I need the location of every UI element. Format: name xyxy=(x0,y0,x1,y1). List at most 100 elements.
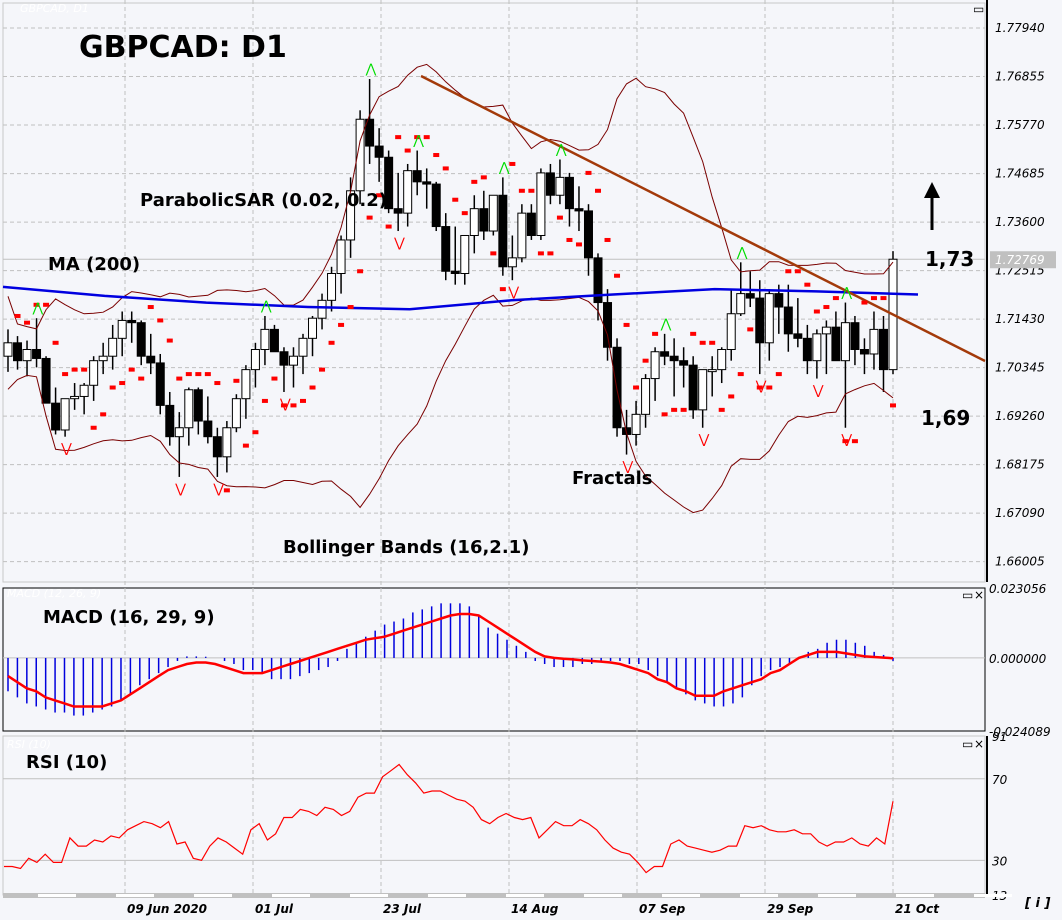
candle-body[interactable] xyxy=(384,156,394,210)
candle-body[interactable] xyxy=(422,181,432,185)
resistance-trendline[interactable] xyxy=(420,74,986,363)
candle-body[interactable] xyxy=(336,239,346,274)
candle-body[interactable] xyxy=(212,436,222,458)
macd-pane-maximize-button[interactable]: ▭ xyxy=(962,588,974,602)
candle-body[interactable] xyxy=(155,362,165,406)
candle-body[interactable] xyxy=(460,234,470,274)
candle-body[interactable] xyxy=(641,378,651,415)
candle-body[interactable] xyxy=(355,118,365,192)
candle-body[interactable] xyxy=(821,326,831,335)
candle-body[interactable] xyxy=(774,293,784,308)
candle-body[interactable] xyxy=(327,272,337,301)
candle-body[interactable] xyxy=(60,398,70,431)
candle-body[interactable] xyxy=(203,420,213,438)
candle-body[interactable] xyxy=(165,404,175,438)
candle-body[interactable] xyxy=(98,355,108,362)
candle-body[interactable] xyxy=(308,317,318,339)
candle-body[interactable] xyxy=(89,360,99,386)
candle-body[interactable] xyxy=(517,212,527,259)
candle-body[interactable] xyxy=(783,306,793,335)
candle-body[interactable] xyxy=(393,208,403,214)
candle-body[interactable] xyxy=(878,328,888,371)
candle-body[interactable] xyxy=(250,349,260,371)
candle-body[interactable] xyxy=(136,322,146,357)
candle-body[interactable] xyxy=(269,328,279,353)
candle-body[interactable] xyxy=(507,257,517,268)
rsi-pane-close-button[interactable]: × xyxy=(974,737,985,751)
rsi-pane-maximize-button[interactable]: ▭ xyxy=(962,737,974,751)
candle-body[interactable] xyxy=(698,369,708,411)
candle-body[interactable] xyxy=(831,326,841,362)
candle-body[interactable] xyxy=(479,208,489,232)
candle-body[interactable] xyxy=(108,337,118,357)
candle-body[interactable] xyxy=(745,293,755,299)
candle-body[interactable] xyxy=(593,257,603,304)
candle-body[interactable] xyxy=(13,342,23,362)
candle-body[interactable] xyxy=(679,360,689,366)
candle-body[interactable] xyxy=(231,398,241,429)
candle-body[interactable] xyxy=(279,351,289,366)
candle-body[interactable] xyxy=(660,351,670,357)
candle-body[interactable] xyxy=(488,194,498,232)
candle-body[interactable] xyxy=(193,389,203,422)
candle-body[interactable] xyxy=(555,176,565,196)
candle-body[interactable] xyxy=(317,299,327,319)
macd-pane-close-button[interactable]: × xyxy=(974,588,985,602)
candle-body[interactable] xyxy=(403,170,413,214)
candle-body[interactable] xyxy=(764,293,774,344)
candle-body[interactable] xyxy=(222,427,232,458)
candle-body[interactable] xyxy=(32,349,42,359)
candle-body[interactable] xyxy=(726,313,736,351)
candle-body[interactable] xyxy=(70,395,80,400)
candle-body[interactable] xyxy=(441,226,451,272)
candle-body[interactable] xyxy=(859,349,869,355)
candle-body[interactable] xyxy=(412,170,422,183)
candle-body[interactable] xyxy=(450,270,460,274)
candle-body[interactable] xyxy=(146,355,156,364)
candle-body[interactable] xyxy=(431,183,441,228)
candle-body[interactable] xyxy=(755,297,765,344)
candle-body[interactable] xyxy=(298,337,308,357)
price-pane-maximize-button[interactable]: ▭ xyxy=(973,2,985,16)
candle-body[interactable] xyxy=(850,322,860,351)
candle-body[interactable] xyxy=(536,172,546,236)
candle-body[interactable] xyxy=(3,342,13,357)
candle-body[interactable] xyxy=(260,328,270,351)
candle-body[interactable] xyxy=(564,176,574,210)
candle-body[interactable] xyxy=(631,413,641,435)
candle-body[interactable] xyxy=(117,319,127,339)
candle-body[interactable] xyxy=(707,369,717,373)
candle-body[interactable] xyxy=(812,333,822,362)
candle-body[interactable] xyxy=(469,208,479,236)
price-tick-label: 1.77940 xyxy=(995,21,1045,35)
candle-body[interactable] xyxy=(365,118,375,147)
candle-body[interactable] xyxy=(869,328,879,355)
candle-body[interactable] xyxy=(545,172,555,196)
candle-body[interactable] xyxy=(288,355,298,366)
candle-body[interactable] xyxy=(802,337,812,362)
candle-body[interactable] xyxy=(688,364,698,411)
candle-body[interactable] xyxy=(184,389,194,429)
candle-body[interactable] xyxy=(22,349,32,362)
candle-body[interactable] xyxy=(650,351,660,380)
candle-body[interactable] xyxy=(498,194,508,268)
candle-body[interactable] xyxy=(736,293,746,315)
candle-body[interactable] xyxy=(793,333,803,339)
candle-body[interactable] xyxy=(574,208,584,212)
candle-body[interactable] xyxy=(603,302,613,348)
candle-body[interactable] xyxy=(669,355,679,362)
candle-body[interactable] xyxy=(374,145,384,158)
candle-body[interactable] xyxy=(526,212,536,236)
candle-body[interactable] xyxy=(41,357,51,404)
candle-body[interactable] xyxy=(583,210,593,259)
candle-body[interactable] xyxy=(127,319,137,324)
candle-body[interactable] xyxy=(174,427,184,438)
candle-body[interactable] xyxy=(840,322,850,362)
candle-body[interactable] xyxy=(79,384,89,397)
candle-body[interactable] xyxy=(51,402,61,431)
horizontal-scrollbar[interactable] xyxy=(3,893,985,898)
candle-body[interactable] xyxy=(241,369,251,400)
candle-body[interactable] xyxy=(717,349,727,371)
info-button[interactable]: [ i ] xyxy=(1025,896,1051,911)
